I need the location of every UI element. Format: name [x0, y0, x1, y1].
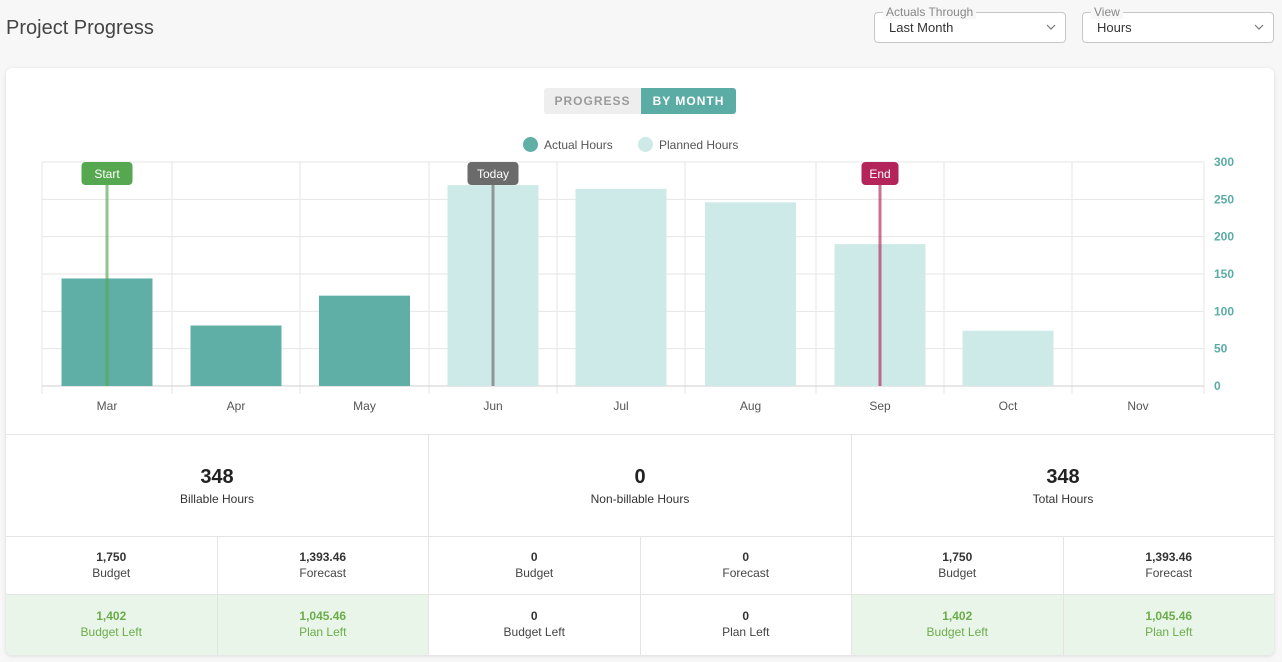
planned-hours-bar [962, 330, 1054, 386]
legend-actual-label: Actual Hours [544, 137, 613, 152]
cell-value: 0 [742, 609, 750, 623]
marker-label-start: Start [94, 167, 120, 181]
x-tick-label: Jun [483, 399, 502, 413]
cell-value: 1,393.46 [299, 550, 347, 564]
stat-label: Total Hours [1032, 492, 1094, 506]
stat-label: Billable Hours [179, 492, 255, 506]
cell-value: 0 [530, 550, 538, 564]
cell-label: Budget Left [926, 625, 988, 639]
tab-progress[interactable]: PROGRESS [544, 88, 641, 114]
cell-label: Forecast [722, 566, 770, 580]
x-tick-label: Aug [740, 399, 761, 413]
marker-flag-end [861, 162, 899, 185]
stat-value: 0 [634, 466, 646, 488]
view-label: View [1091, 5, 1123, 19]
billable-budget: 1,750 Budget [6, 537, 218, 594]
cell-label: Budget [938, 566, 977, 580]
cell-value: 1,045.46 [299, 609, 347, 623]
cell-label: Forecast [299, 566, 347, 580]
marker-flag-today [467, 162, 519, 185]
cell-value: 0 [742, 550, 750, 564]
budget-left-row: 1,402 Budget Left 1,045.46 Plan Left 0 Budg… [6, 595, 1274, 655]
cell-value: 1,750 [942, 550, 973, 564]
actuals-through-value: Last Month [889, 20, 954, 35]
cell-label: Plan Left [299, 625, 347, 639]
tab-by-month[interactable]: BY MONTH [641, 88, 736, 114]
y-tick-label: 200 [1214, 230, 1234, 244]
actuals-through-label: Actuals Through [883, 5, 977, 19]
actual-hours-swatch [523, 137, 538, 152]
legend-actual-hours[interactable]: Actual Hours [523, 137, 613, 152]
cell-label: Forecast [1145, 566, 1193, 580]
cell-label: Budget Left [80, 625, 142, 639]
non-billable-budget-left: 0 Budget Left [429, 595, 641, 655]
non-billable-forecast: 0 Forecast [641, 537, 852, 594]
cell-label: Budget [92, 566, 131, 580]
cell-label: Budget [515, 566, 554, 580]
cell-value: 1,393.46 [1145, 550, 1193, 564]
x-tick-label: Nov [1127, 399, 1148, 413]
y-tick-label: 300 [1214, 156, 1234, 169]
cell-value: 0 [530, 609, 538, 623]
chevron-down-icon [1254, 24, 1264, 30]
total-hours-stat: 348 Total Hours [852, 435, 1274, 536]
totals-row: 348 Billable Hours 0 Non-billable Hours … [6, 435, 1274, 537]
planned-hours-swatch [638, 137, 653, 152]
x-tick-label: Apr [227, 399, 246, 413]
stats-panel: 348 Billable Hours 0 Non-billable Hours … [6, 434, 1274, 655]
y-tick-label: 50 [1214, 342, 1228, 356]
budget-forecast-row: 1,750 Budget 1,393.46 Forecast 0 Budget 0 Fo… [6, 537, 1274, 595]
marker-flag-start [81, 162, 133, 185]
chart-legend: Actual Hours Planned Hours [6, 137, 1274, 153]
planned-hours-bar [575, 188, 667, 386]
x-tick-label: Sep [869, 399, 891, 413]
legend-planned-hours[interactable]: Planned Hours [638, 137, 738, 152]
non-billable-hours-stat: 0 Non-billable Hours [429, 435, 852, 536]
cell-value: 1,402 [942, 609, 973, 623]
actuals-through-select[interactable]: Actuals Through Last Month [874, 5, 1066, 43]
billable-hours-stat: 348 Billable Hours [6, 435, 429, 536]
total-forecast: 1,393.46 Forecast [1064, 537, 1275, 594]
y-tick-label: 100 [1214, 304, 1234, 318]
stat-label: Non-billable Hours [590, 492, 690, 506]
cell-label: Budget Left [503, 625, 565, 639]
x-tick-label: May [353, 399, 376, 413]
view-select[interactable]: View Hours [1082, 5, 1274, 43]
marker-label-end: End [869, 167, 890, 181]
view-value: Hours [1097, 20, 1132, 35]
planned-hours-bar [705, 202, 796, 386]
actual-hours-bar [190, 325, 282, 386]
chevron-down-icon [1046, 24, 1056, 30]
marker-label-today: Today [477, 167, 509, 181]
billable-forecast: 1,393.46 Forecast [218, 537, 429, 594]
y-tick-label: 250 [1214, 192, 1234, 206]
x-tick-label: Jul [613, 399, 628, 413]
billable-plan-left: 1,045.46 Plan Left [217, 595, 429, 655]
x-tick-label: Oct [999, 399, 1018, 413]
view-toggle: PROGRESS BY MONTH [544, 88, 736, 114]
monthly-hours-chart: 0 50 100 150 200 250 300 Mar Apr May Jun Jul Aug Sep O… [41, 156, 1234, 413]
total-plan-left: 1,045.46 Plan Left [1063, 595, 1274, 655]
legend-planned-label: Planned Hours [659, 137, 739, 152]
x-tick-label: Mar [97, 399, 118, 413]
cell-label: Plan Left [1145, 625, 1193, 639]
total-budget: 1,750 Budget [852, 537, 1064, 594]
billable-budget-left: 1,402 Budget Left [6, 595, 218, 655]
cell-value: 1,045.46 [1145, 609, 1193, 623]
cell-value: 1,750 [96, 550, 127, 564]
total-budget-left: 1,402 Budget Left [852, 595, 1064, 655]
cell-value: 1,402 [96, 609, 127, 623]
project-progress-card: PROGRESS BY MONTH Actual Hours Planned H… [6, 68, 1274, 655]
page-title: Project Progress [6, 17, 154, 39]
stat-value: 348 [200, 466, 234, 488]
y-tick-label: 0 [1214, 379, 1221, 393]
stat-value: 348 [1046, 466, 1080, 488]
actual-hours-bar [319, 295, 410, 386]
cell-label: Plan Left [722, 625, 770, 639]
non-billable-budget: 0 Budget [429, 537, 641, 594]
y-tick-label: 150 [1214, 267, 1234, 281]
non-billable-plan-left: 0 Plan Left [641, 595, 852, 655]
